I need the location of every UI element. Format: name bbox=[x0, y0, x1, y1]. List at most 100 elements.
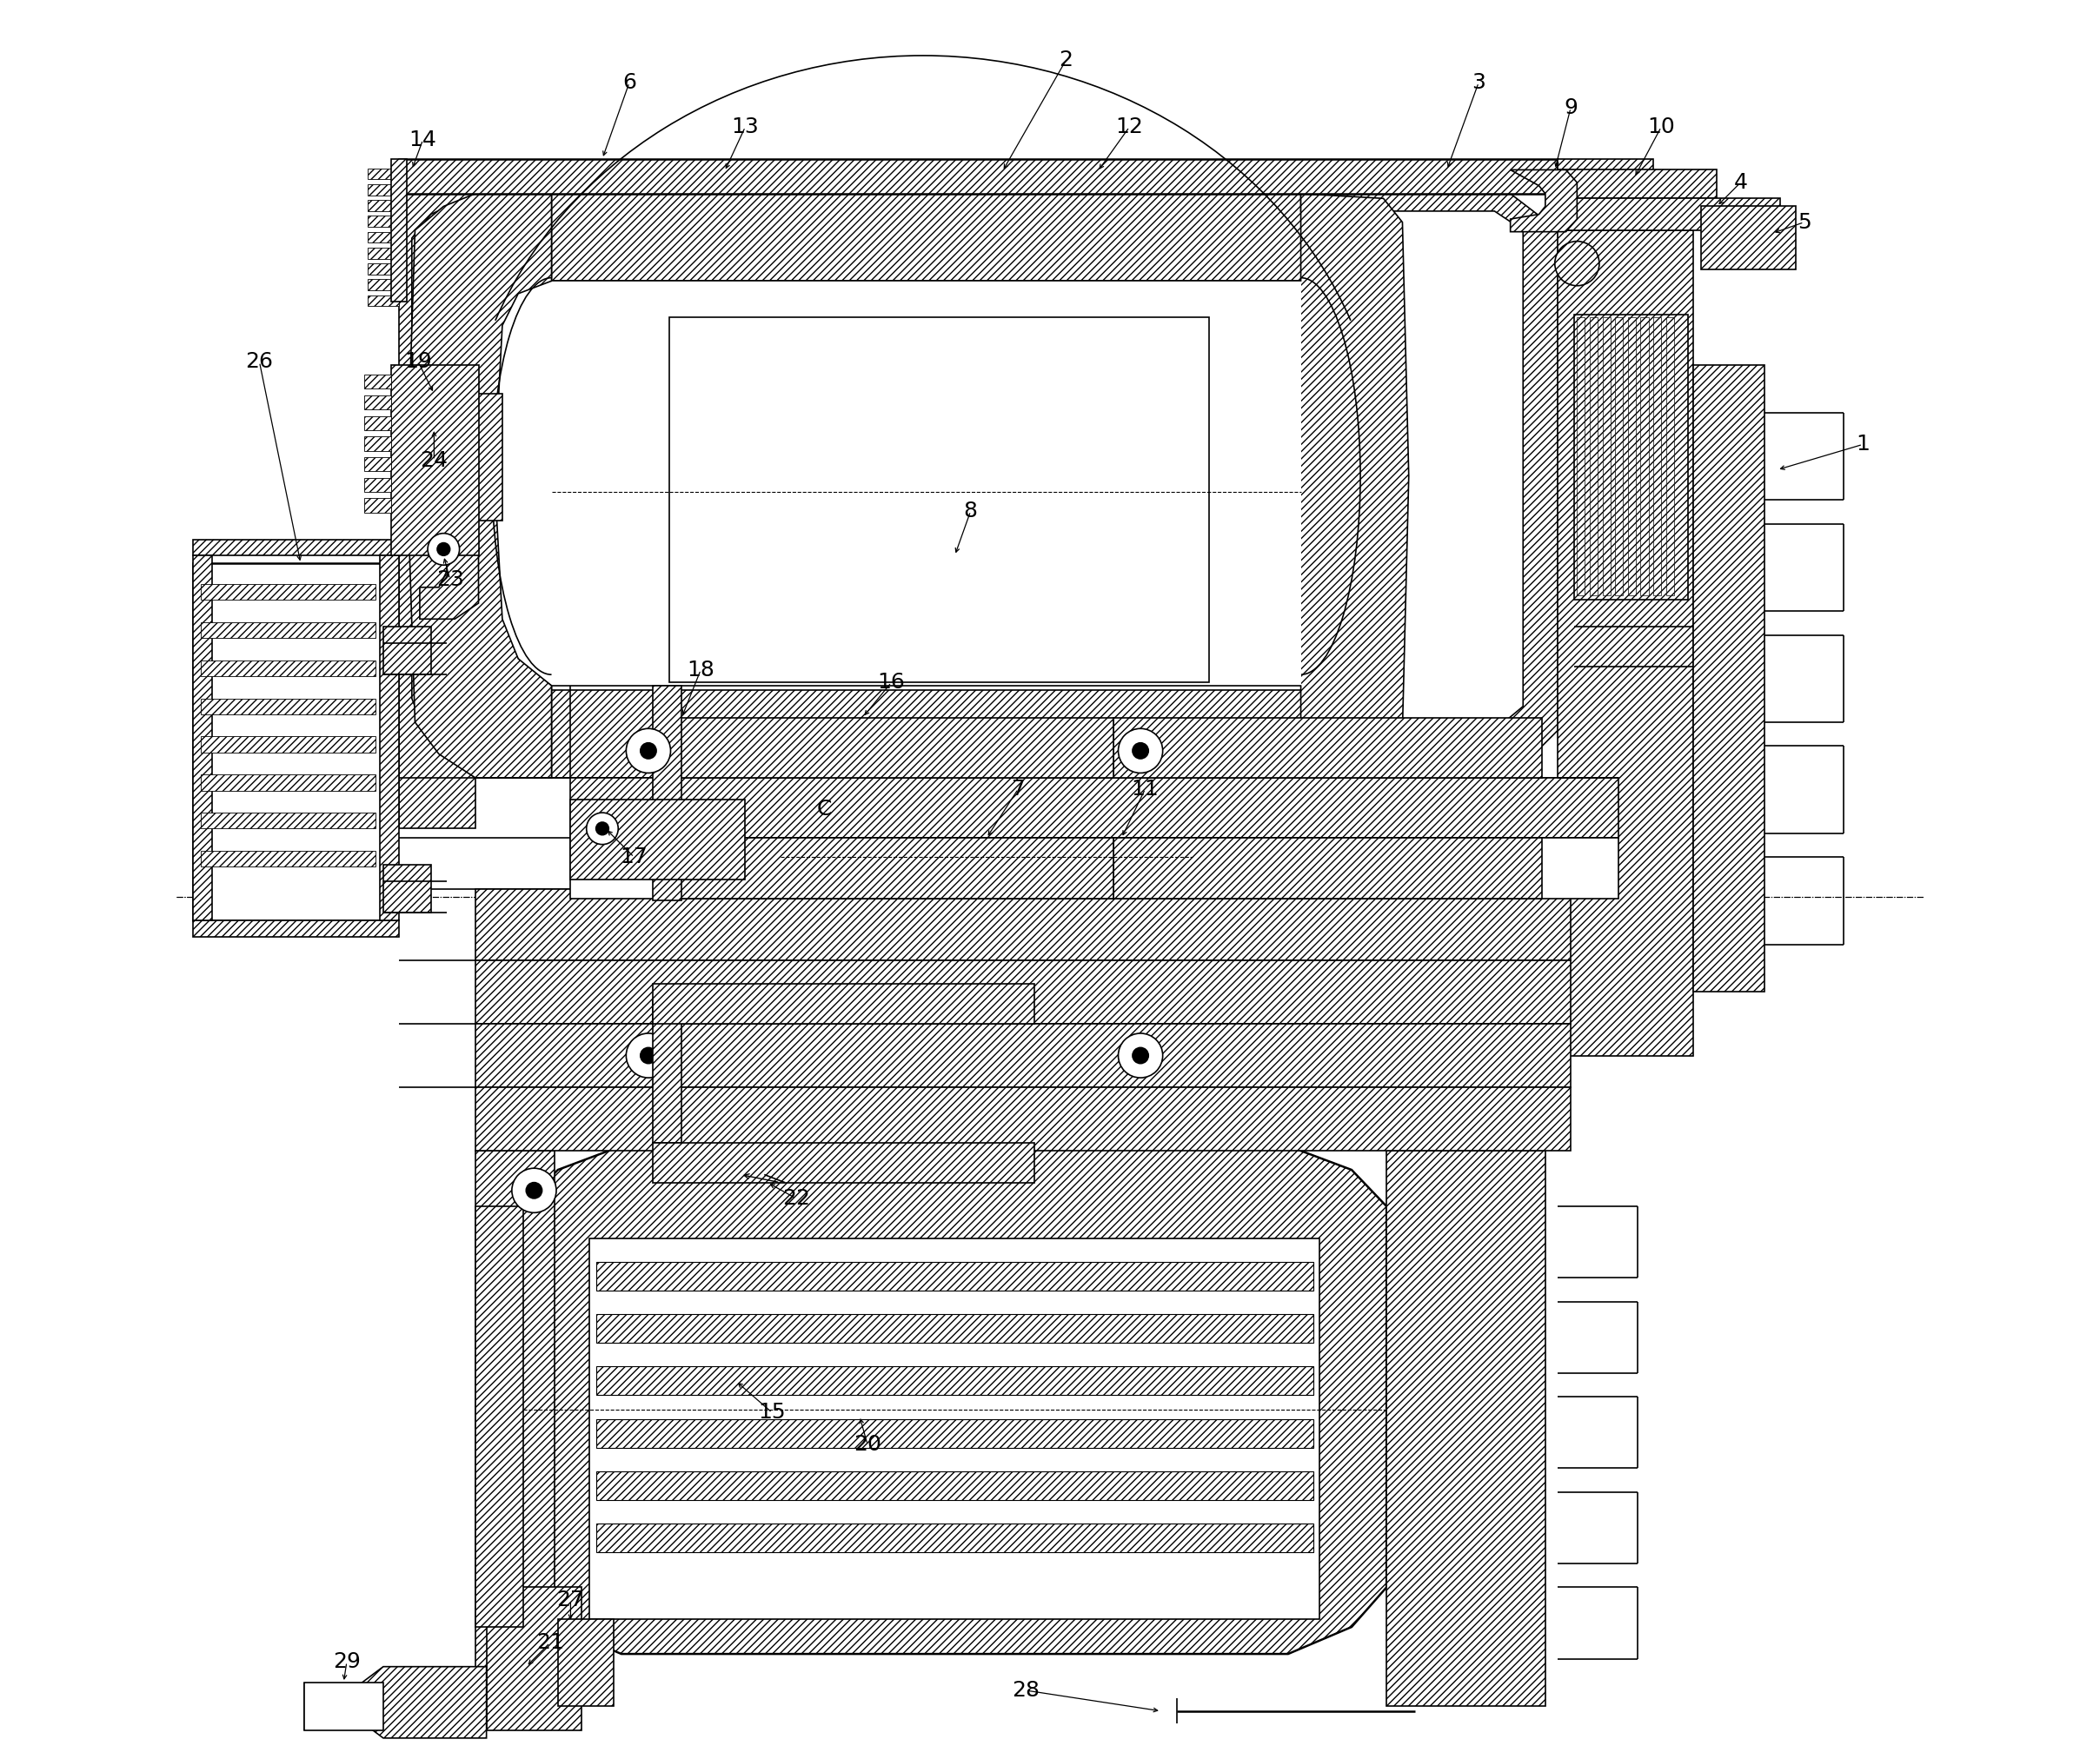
Bar bbox=[475, 889, 1571, 960]
Text: 3: 3 bbox=[1472, 72, 1485, 93]
Bar bbox=[1640, 318, 1648, 595]
Polygon shape bbox=[407, 194, 552, 777]
Text: 2: 2 bbox=[1058, 51, 1073, 72]
Text: 6: 6 bbox=[622, 72, 636, 93]
Bar bbox=[368, 232, 399, 243]
Circle shape bbox=[626, 728, 670, 773]
Bar bbox=[571, 838, 1619, 899]
Polygon shape bbox=[412, 194, 552, 777]
Bar bbox=[590, 1238, 1321, 1619]
Bar bbox=[1113, 718, 1541, 777]
Bar bbox=[202, 850, 376, 866]
Text: 15: 15 bbox=[758, 1402, 785, 1423]
Text: 18: 18 bbox=[687, 660, 714, 681]
Bar bbox=[1577, 318, 1586, 595]
Text: 27: 27 bbox=[556, 1589, 584, 1610]
Bar bbox=[1558, 169, 1716, 199]
Circle shape bbox=[586, 812, 617, 845]
Bar bbox=[202, 737, 376, 753]
Bar bbox=[368, 201, 399, 211]
Circle shape bbox=[596, 822, 609, 835]
Bar bbox=[368, 217, 399, 227]
Text: 22: 22 bbox=[781, 1187, 811, 1208]
Circle shape bbox=[1554, 241, 1600, 286]
Bar bbox=[653, 686, 683, 899]
Bar bbox=[596, 1524, 1312, 1552]
Polygon shape bbox=[523, 1145, 1386, 1653]
Bar bbox=[670, 318, 1210, 683]
Bar bbox=[1615, 318, 1623, 595]
Bar bbox=[384, 864, 430, 913]
Bar bbox=[1558, 199, 1781, 230]
Bar bbox=[368, 168, 399, 180]
Bar bbox=[1573, 314, 1688, 601]
Bar bbox=[596, 1262, 1312, 1290]
Bar bbox=[368, 183, 399, 196]
Bar bbox=[202, 585, 376, 601]
Bar bbox=[363, 457, 391, 471]
Bar bbox=[368, 279, 399, 290]
Bar bbox=[596, 1315, 1312, 1343]
Circle shape bbox=[428, 533, 460, 566]
Bar bbox=[202, 660, 376, 676]
Bar bbox=[596, 1472, 1312, 1500]
Bar bbox=[363, 498, 391, 513]
Text: 7: 7 bbox=[1012, 779, 1025, 800]
Text: 10: 10 bbox=[1646, 117, 1676, 138]
Text: 8: 8 bbox=[964, 501, 979, 522]
Bar bbox=[475, 1206, 523, 1627]
Text: 16: 16 bbox=[878, 672, 905, 693]
Bar bbox=[653, 985, 1033, 1023]
Bar bbox=[1590, 318, 1598, 595]
Circle shape bbox=[1119, 728, 1163, 773]
Polygon shape bbox=[1510, 169, 1577, 232]
Bar bbox=[391, 159, 407, 302]
Bar bbox=[1602, 318, 1611, 595]
Text: 17: 17 bbox=[620, 847, 649, 868]
Text: 28: 28 bbox=[1012, 1680, 1040, 1701]
Bar bbox=[363, 436, 391, 450]
Bar bbox=[552, 281, 1300, 686]
Bar bbox=[193, 920, 399, 936]
Bar bbox=[202, 698, 376, 714]
Bar bbox=[475, 690, 1300, 777]
Text: 14: 14 bbox=[410, 129, 437, 150]
Bar bbox=[368, 248, 399, 258]
Bar bbox=[596, 1367, 1312, 1395]
Polygon shape bbox=[420, 428, 475, 505]
Text: 12: 12 bbox=[1115, 117, 1142, 138]
Bar bbox=[653, 1000, 683, 1144]
Bar bbox=[1558, 159, 1653, 194]
Bar bbox=[399, 159, 1558, 194]
Text: 19: 19 bbox=[405, 351, 433, 372]
Bar bbox=[1665, 318, 1674, 595]
Polygon shape bbox=[420, 524, 479, 620]
Bar bbox=[475, 194, 1300, 281]
Text: 20: 20 bbox=[853, 1433, 882, 1454]
Bar bbox=[202, 775, 376, 791]
Circle shape bbox=[640, 1048, 657, 1063]
Bar bbox=[1701, 206, 1796, 271]
Polygon shape bbox=[1300, 194, 1558, 777]
Text: 29: 29 bbox=[334, 1652, 361, 1673]
Text: 11: 11 bbox=[1132, 779, 1159, 800]
Bar bbox=[363, 395, 391, 410]
Bar bbox=[304, 1683, 384, 1730]
Bar bbox=[368, 295, 399, 306]
Text: 26: 26 bbox=[246, 351, 273, 372]
Circle shape bbox=[527, 1182, 542, 1198]
Circle shape bbox=[1132, 742, 1149, 760]
Text: 21: 21 bbox=[536, 1633, 563, 1653]
Text: C: C bbox=[817, 800, 832, 821]
Bar bbox=[202, 812, 376, 829]
Bar bbox=[1628, 318, 1636, 595]
Bar bbox=[475, 1151, 554, 1706]
Bar bbox=[193, 555, 212, 920]
Bar bbox=[475, 1088, 1571, 1151]
Text: 13: 13 bbox=[731, 117, 758, 138]
Bar bbox=[193, 540, 399, 555]
Bar bbox=[1386, 1151, 1546, 1706]
Bar bbox=[391, 365, 479, 555]
Bar bbox=[422, 393, 502, 520]
Text: 23: 23 bbox=[437, 569, 464, 590]
